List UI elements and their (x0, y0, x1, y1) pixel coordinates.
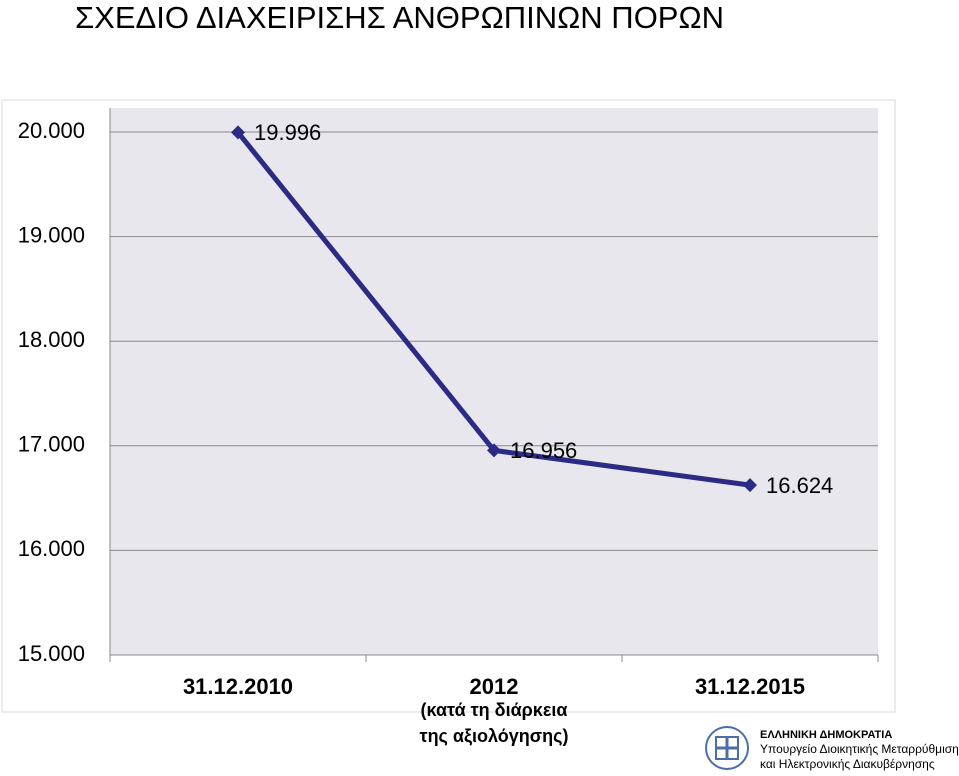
data-marker (487, 443, 501, 458)
x-tick-label: 31.12.2015 (695, 674, 805, 699)
x-annotation: της αξιολόγησης) (420, 726, 569, 747)
footer-country: ΕΛΛΗΝΙΚΗ ΔΗΜΟΚΡΑΤΙΑ (760, 729, 892, 741)
footer-ministry: και Ηλεκτρονικής Διακυβέρνησης (760, 757, 935, 771)
y-tick-label: 16.000 (18, 536, 85, 561)
y-tick-label: 19.000 (18, 222, 85, 247)
data-marker (743, 478, 757, 493)
x-tick-label: 31.12.2010 (183, 674, 293, 699)
y-tick-label: 17.000 (18, 432, 85, 457)
plot-area (110, 108, 878, 655)
data-label: 16.956 (510, 438, 577, 463)
x-annotation: (κατά τη διάρκεια (421, 700, 568, 720)
data-label: 16.624 (766, 473, 833, 498)
data-marker (231, 125, 245, 140)
y-tick-label: 18.000 (18, 327, 85, 352)
emblem (705, 726, 749, 770)
data-label: 19.996 (254, 120, 321, 145)
chart-title: ΣΧΕΔΙΟ ΔΙΑΧΕΙΡΙΣΗΣ ΑΝΘΡΩΠΙΝΩΝ ΠΟΡΩΝ (75, 0, 724, 35)
chart-frame (1, 99, 896, 713)
footer-ministry: Υπουργείο Διοικητικής Μεταρρύθμισης (760, 742, 959, 756)
y-tick-label: 15.000 (18, 641, 85, 666)
y-tick-label: 20.000 (18, 118, 85, 143)
x-tick-label: 2012 (470, 674, 519, 699)
